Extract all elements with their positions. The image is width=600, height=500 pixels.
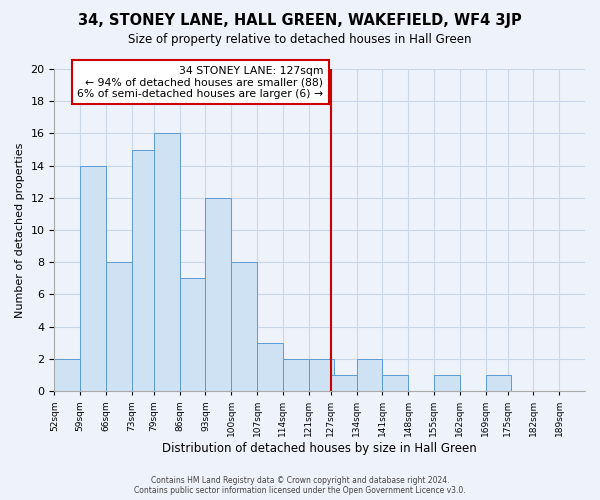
Bar bbox=[231, 262, 257, 391]
Bar bbox=[331, 375, 356, 391]
Bar bbox=[434, 375, 460, 391]
Bar bbox=[179, 278, 205, 391]
Bar bbox=[308, 359, 334, 391]
Bar bbox=[205, 198, 231, 391]
Text: 34 STONEY LANE: 127sqm
← 94% of detached houses are smaller (88)
6% of semi-deta: 34 STONEY LANE: 127sqm ← 94% of detached… bbox=[77, 66, 323, 99]
Bar bbox=[382, 375, 408, 391]
Bar bbox=[154, 134, 179, 391]
Text: 34, STONEY LANE, HALL GREEN, WAKEFIELD, WF4 3JP: 34, STONEY LANE, HALL GREEN, WAKEFIELD, … bbox=[78, 12, 522, 28]
Text: Size of property relative to detached houses in Hall Green: Size of property relative to detached ho… bbox=[128, 32, 472, 46]
Bar bbox=[485, 375, 511, 391]
Bar bbox=[55, 359, 80, 391]
Bar bbox=[257, 342, 283, 391]
X-axis label: Distribution of detached houses by size in Hall Green: Distribution of detached houses by size … bbox=[163, 442, 477, 455]
Bar bbox=[80, 166, 106, 391]
Bar bbox=[106, 262, 132, 391]
Bar bbox=[132, 150, 158, 391]
Y-axis label: Number of detached properties: Number of detached properties bbox=[15, 142, 25, 318]
Bar bbox=[356, 359, 382, 391]
Text: Contains HM Land Registry data © Crown copyright and database right 2024.
Contai: Contains HM Land Registry data © Crown c… bbox=[134, 476, 466, 495]
Bar bbox=[283, 359, 308, 391]
